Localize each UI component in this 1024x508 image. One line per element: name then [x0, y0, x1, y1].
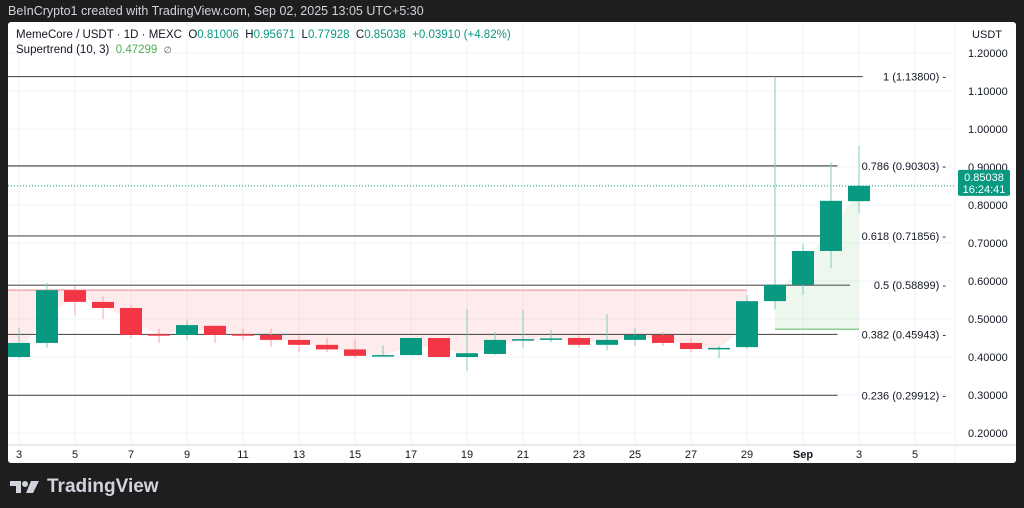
time-tick-label: 19 [461, 449, 473, 461]
price-tick-label: 0.40000 [968, 352, 1008, 364]
price-tick-label: 1.00000 [968, 124, 1008, 136]
last-price-badge [958, 169, 1010, 196]
high-label: H [245, 29, 254, 41]
fib-level-label: 0.618 (0.71856) - [862, 231, 947, 243]
candle-body [456, 353, 478, 357]
attribution: BeInCrypto1 created with TradingView.com… [8, 4, 424, 18]
price-tick-label: 0.50000 [968, 314, 1008, 326]
tradingview-logo[interactable]: TradingView [10, 476, 159, 498]
candle-body [428, 338, 450, 357]
time-tick-label: 21 [517, 449, 529, 461]
time-tick-label: 17 [405, 449, 417, 461]
price-tick-label: 0.30000 [968, 390, 1008, 402]
candle-body [568, 338, 590, 345]
chart-panel[interactable]: 1.20000 1.10000 1.00000 0.90000 0.80000 0.700… [8, 22, 1016, 463]
candle-body [820, 200, 842, 251]
candle-body [764, 284, 786, 302]
close-value: 0.85038 [364, 29, 406, 41]
candle-body [204, 325, 226, 335]
time-tick-label: 5 [72, 449, 78, 461]
price-tick-label: 0.70000 [968, 238, 1008, 250]
candle-body [540, 338, 562, 340]
candle-body [260, 334, 282, 340]
candle-body [512, 339, 534, 341]
fib-level-label: 0.5 (0.58899) - [874, 280, 946, 292]
time-tick-label: 3 [16, 449, 22, 461]
candle-body [120, 307, 142, 335]
candle-body [624, 334, 646, 340]
time-tick-label: 15 [349, 449, 361, 461]
open-value: 0.81006 [197, 29, 239, 41]
time-tick-label: 29 [741, 449, 753, 461]
indicator-value: 0.47299 [115, 44, 158, 56]
candle-body [372, 355, 394, 357]
price-tick-label: 0.60000 [968, 276, 1008, 288]
symbol-label[interactable]: MemeCore / USDT · 1D · MEXC [16, 29, 182, 41]
candle-body [232, 334, 254, 336]
time-tick-label: 3 [856, 449, 862, 461]
candle-body [400, 338, 422, 356]
candle-body [596, 339, 618, 345]
price-tick-label: 1.10000 [968, 86, 1008, 98]
brand-name: TradingView [47, 476, 159, 497]
supertrend-down-fill [8, 290, 747, 356]
candle-body [288, 339, 310, 345]
fib-level-label: 0.382 (0.45943) - [862, 329, 947, 341]
chart-legend: MemeCore / USDT · 1D · MEXC O0.81006 H0.… [16, 28, 511, 58]
candle-body [652, 334, 674, 343]
open-label: O [188, 29, 198, 41]
time-tick-label: 5 [912, 449, 918, 461]
time-tick-label: 11 [237, 449, 248, 461]
time-tick-label: Sep [793, 449, 813, 461]
fib-level-label: 0.236 (0.29912) - [862, 390, 947, 402]
price-tick-label: 0.80000 [968, 200, 1008, 212]
candle-body [736, 301, 758, 348]
candle-body [680, 342, 702, 350]
time-tick-label: 27 [685, 449, 697, 461]
price-tick-label: 0.20000 [968, 428, 1008, 440]
currency-unit-button[interactable]: USDT [972, 29, 1002, 41]
price-tick-label: 1.20000 [968, 48, 1008, 60]
time-tick-label: 7 [128, 449, 134, 461]
fib-level-label: 1 (1.13800) - [883, 72, 946, 84]
time-tick-label: 23 [573, 449, 585, 461]
candle-body [792, 250, 814, 285]
candle-body [848, 185, 870, 202]
high-value: 0.95671 [253, 29, 296, 41]
bar-countdown: 16:24:41 [963, 184, 1006, 196]
candle-body [484, 339, 506, 354]
indicator-name[interactable]: Supertrend (10, 3) [16, 44, 110, 56]
candle-body [8, 342, 30, 357]
candle-body [176, 325, 198, 335]
candle-body [36, 290, 58, 343]
low-label: L [301, 29, 308, 41]
time-tick-label: 25 [629, 449, 641, 461]
candlestick-chart[interactable]: 1.200001.100001.000000.900000.800000.700… [8, 22, 1016, 463]
candle-body [316, 344, 338, 350]
candle-body [708, 347, 730, 350]
hidden-icon[interactable]: ∅ [163, 45, 172, 55]
time-tick-label: 13 [293, 449, 305, 461]
close-label: C [355, 29, 365, 41]
tradingview-logo-icon [10, 481, 39, 493]
fib-level-label: 0.786 (0.90303) - [862, 161, 947, 173]
candle-body [92, 301, 114, 308]
candle-body [148, 334, 170, 336]
candle-body [64, 290, 86, 302]
time-tick-label: 9 [184, 449, 190, 461]
low-value: 0.77928 [307, 29, 350, 41]
supertrend-up-fill [775, 193, 859, 330]
last-price-value: 0.85038 [964, 172, 1004, 184]
candle-body [344, 349, 366, 356]
change-value: +0.03910 (+4.82%) [412, 29, 511, 41]
